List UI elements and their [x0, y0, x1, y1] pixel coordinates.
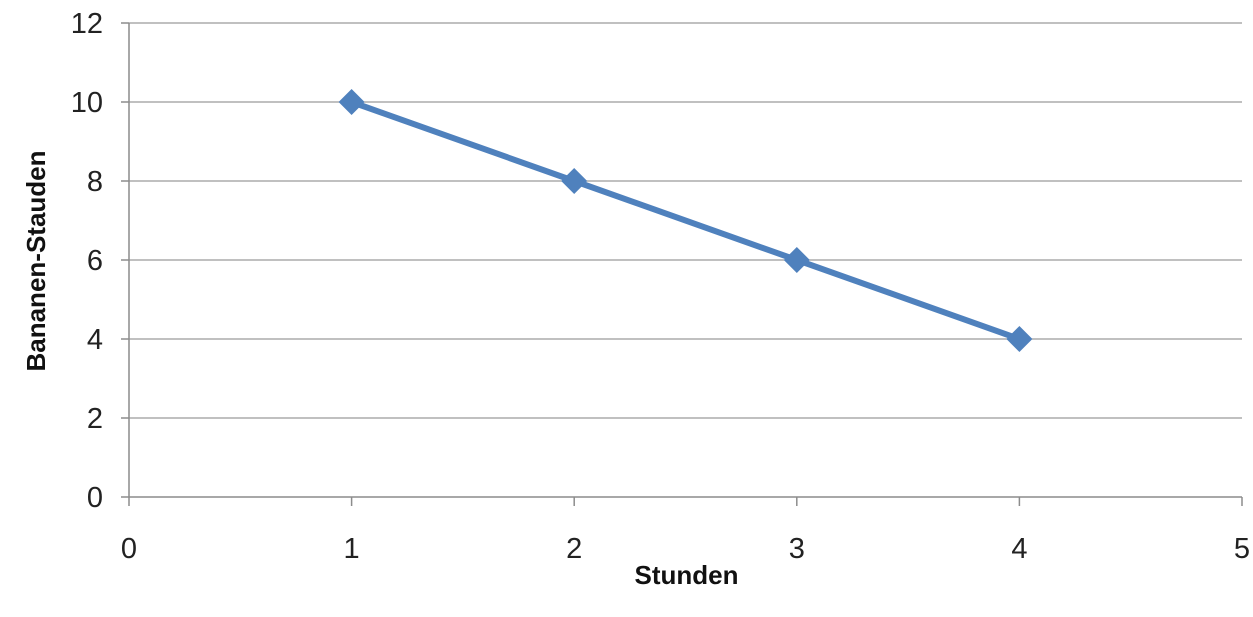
y-tick-label: 4 — [87, 324, 103, 356]
y-tick-label: 8 — [87, 166, 103, 198]
gridlines — [129, 22, 1242, 419]
data-point-marker — [783, 247, 810, 273]
y-tick-label: 6 — [87, 245, 103, 277]
x-tick-label: 2 — [566, 533, 582, 565]
series-line — [350, 99, 1021, 342]
y-tick-label: 10 — [71, 87, 103, 119]
y-tick-label: 12 — [71, 8, 103, 40]
x-axis-title: Stunden — [635, 560, 739, 590]
x-tick-label: 0 — [121, 533, 137, 565]
x-tick-label: 3 — [789, 533, 805, 565]
axes — [121, 22, 1243, 506]
series — [338, 89, 1033, 352]
y-tick-label: 2 — [87, 403, 103, 435]
x-tick-label: 4 — [1011, 533, 1027, 565]
data-point-marker — [561, 168, 588, 194]
x-tick-label: 1 — [344, 533, 360, 565]
y-tick-label: 0 — [87, 482, 103, 514]
y-axis-title: Bananen-Stauden — [21, 150, 51, 371]
data-point-marker — [1006, 326, 1033, 352]
data-point-marker — [338, 89, 365, 115]
x-tick-label: 5 — [1234, 533, 1250, 565]
